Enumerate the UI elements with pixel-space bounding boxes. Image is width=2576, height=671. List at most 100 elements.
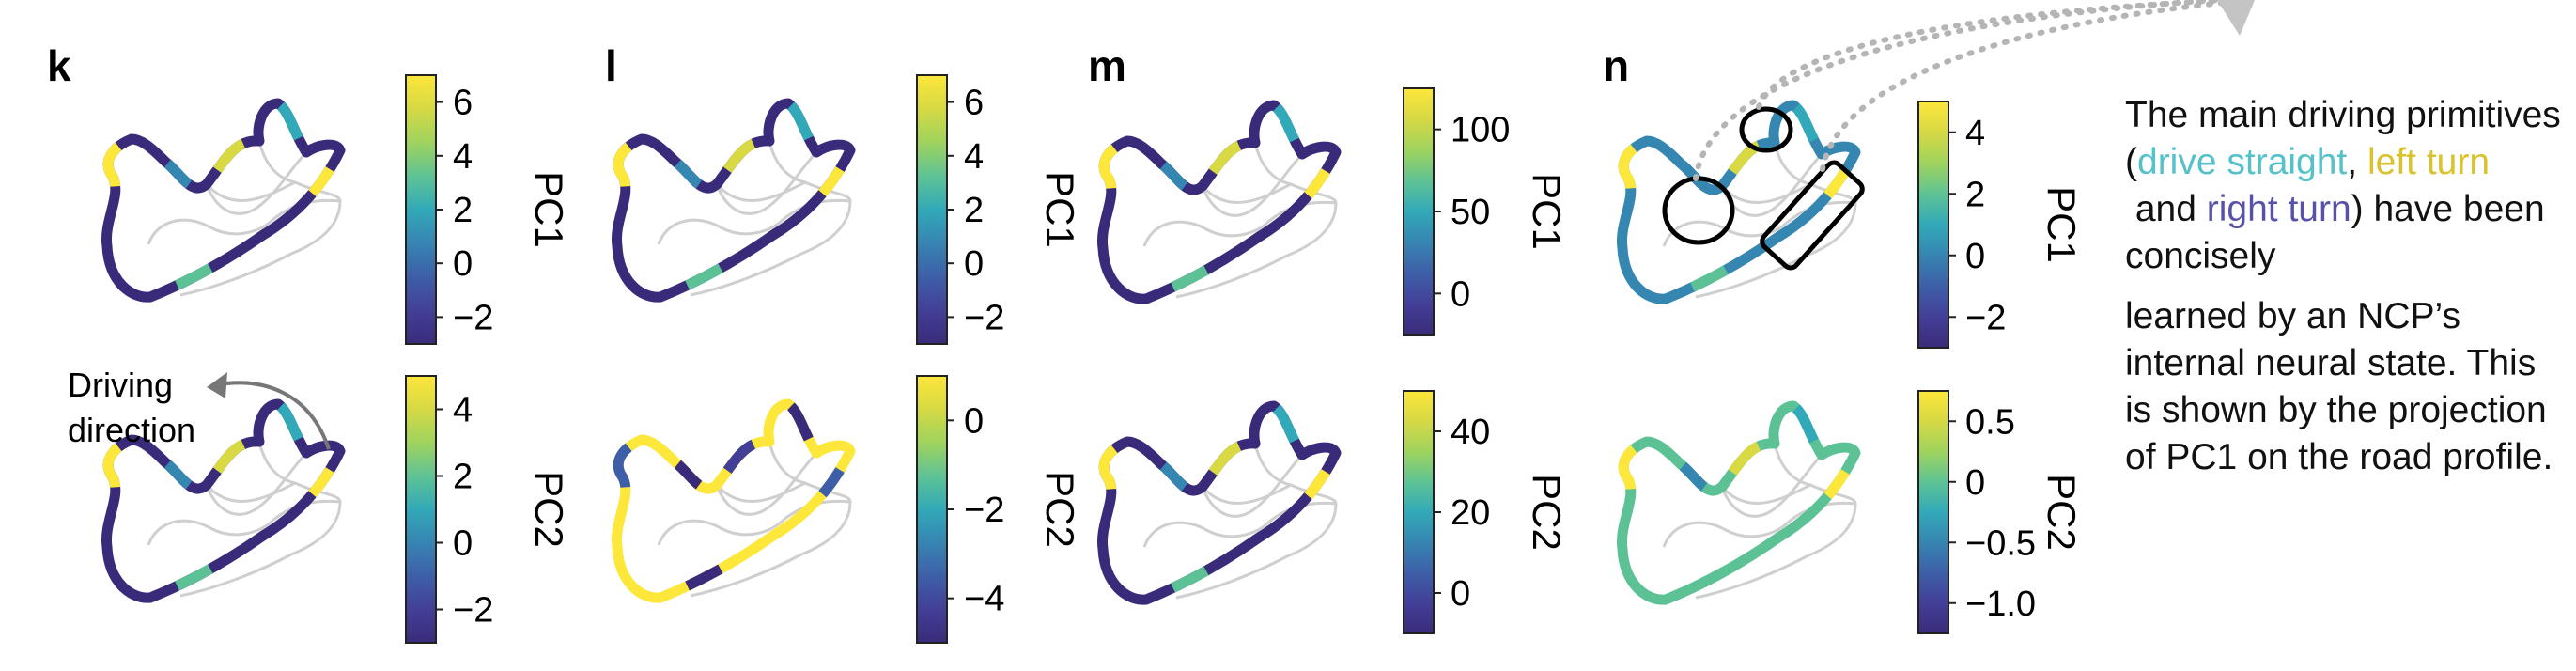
road-background-extra	[1201, 182, 1338, 204]
track-map	[611, 98, 857, 303]
road-trace	[611, 98, 856, 303]
colorbar-label: PC2	[527, 471, 571, 548]
colorbar-gradient	[1917, 101, 1949, 349]
driving-direction-annotation: Driving direction	[68, 366, 331, 450]
caption: The main driving primitives (drive strai…	[2125, 92, 2567, 481]
colorbar-tick-label: 4	[453, 391, 473, 430]
road-trace	[1616, 100, 1861, 304]
colorbar-tick-label: 0	[453, 244, 473, 284]
straight-box-marker	[1760, 160, 1865, 271]
colorbar-tick-label: 20	[1451, 493, 1490, 533]
caption-text-b: ) have been concisely	[2125, 189, 2545, 276]
colorbar: 6 4 2 0 −2 PC1	[405, 74, 571, 345]
colorbar-tick-label: 6	[453, 84, 473, 123]
road-background	[1662, 443, 1857, 600]
track-map	[101, 98, 347, 303]
colorbar-gradient	[1403, 87, 1435, 336]
colorbar-tick-label: −2	[964, 298, 1004, 337]
colorbar-gradient	[1917, 390, 1949, 634]
colorbar-tick-label: 2	[964, 191, 984, 230]
colorbar-tick-label: 0	[1965, 237, 1985, 276]
colorbar-tick-label: 4	[453, 137, 473, 177]
caption-right-turn: right turn	[2206, 189, 2351, 229]
road-background-extra	[205, 180, 342, 202]
dotted-callout-line-1	[1693, 0, 2220, 181]
colorbar-tick-label: 4	[964, 137, 984, 177]
colorbar-tick-label: 0	[1451, 274, 1470, 314]
road-background-extra	[1201, 483, 1338, 505]
colorbar-gradient	[405, 375, 437, 644]
road-background-extra	[205, 481, 342, 503]
colorbar-label: PC1	[1038, 171, 1082, 248]
caption-drive-straight: drive straight	[2137, 142, 2348, 182]
colorbar-label: PC2	[2040, 474, 2084, 551]
road-background	[1142, 142, 1338, 299]
colorbar-tick-label: 0	[964, 244, 984, 284]
dotted-callout-line-2	[1756, 0, 2239, 110]
colorbar-tick-label: −2	[1965, 298, 2006, 337]
caption-comma: ,	[2347, 142, 2358, 182]
colorbar-label: PC1	[1525, 173, 1569, 250]
colorbar-tick-label: −2	[964, 491, 1004, 530]
caption-text-a: The main driving primitives (	[2125, 95, 2561, 182]
colorbars: 6420−2PC1420−2PC26420−2PC10−2−4PC2100500…	[405, 74, 2084, 644]
colorbar: 0 −2 −4 PC2	[916, 375, 1082, 644]
colorbar-tick-label: 2	[1965, 175, 1985, 214]
road-background	[657, 140, 852, 297]
driving-direction-label-line2: direction	[68, 411, 195, 449]
colorbar-gradient	[916, 375, 948, 644]
colorbar-tick-label: 0.5	[1965, 402, 2015, 442]
colorbar: 4 2 0 −2 PC2	[405, 375, 571, 644]
road-trace	[1096, 400, 1342, 605]
panel-letter-k: k	[47, 41, 71, 90]
colorbar: 100 50 0 PC1	[1403, 87, 1569, 336]
track-map	[1096, 400, 1342, 605]
colorbar-tick-label: 40	[1451, 413, 1490, 452]
road-background	[147, 441, 342, 598]
colorbar-tick-label: −0.5	[1965, 523, 2036, 563]
colorbar-tick-label: 0	[453, 524, 473, 564]
caption-left-turn: left turn	[2367, 142, 2491, 182]
colorbar-gradient	[1403, 390, 1435, 634]
colorbar-label: PC1	[2040, 186, 2084, 263]
colorbar-tick-label: −1.0	[1965, 585, 2036, 624]
road-trace	[611, 398, 856, 603]
road-background	[1142, 443, 1338, 600]
driving-direction-arrow-head	[207, 372, 227, 398]
panel-letter-l: l	[605, 41, 617, 90]
colorbar: 40 20 0 PC2	[1403, 390, 1569, 634]
colorbar-gradient	[916, 74, 948, 345]
colorbar-tick-label: 100	[1451, 111, 1510, 150]
track-map	[1616, 400, 1862, 605]
road-background	[147, 140, 342, 297]
colorbar-label: PC1	[527, 171, 571, 248]
road-trace	[101, 98, 346, 303]
panel-letter-m: m	[1088, 41, 1126, 90]
colorbar-label: PC2	[1525, 474, 1569, 551]
colorbar-tick-label: 0	[1451, 574, 1470, 614]
driving-direction-label-line1: Driving	[68, 366, 173, 404]
colorbar: 4 2 0 −2 PC1	[1917, 101, 2084, 349]
caption-paragraph-2: learned by an NCP’s internal neural stat…	[2125, 296, 2553, 477]
colorbar-tick-label: 0	[1965, 463, 1985, 503]
road-trace	[101, 398, 346, 603]
colorbar-tick-label: −4	[964, 580, 1004, 619]
callout-arrow-head	[2217, 0, 2255, 36]
dotted-callout-line-3	[1820, 0, 2258, 172]
colorbar-tick-label: 4	[1965, 114, 1985, 153]
road-trace	[1096, 100, 1342, 304]
road-background	[657, 441, 852, 598]
right-turn-circle-marker	[1739, 106, 1793, 153]
colorbar-tick-label: 50	[1451, 193, 1490, 232]
colorbar-tick-label: 2	[453, 191, 473, 230]
colorbar-tick-label: 2	[453, 458, 473, 497]
driving-direction-arrow	[213, 381, 331, 450]
colorbar-tick-label: −2	[453, 298, 493, 337]
colorbar: 6 4 2 0 −2 PC1	[916, 74, 1082, 345]
panel-letter-n: n	[1603, 41, 1629, 90]
caption-paragraph-1: The main driving primitives (drive strai…	[2125, 92, 2567, 280]
primitive-markers	[1662, 0, 2258, 271]
colorbar-label: PC2	[1038, 471, 1082, 548]
